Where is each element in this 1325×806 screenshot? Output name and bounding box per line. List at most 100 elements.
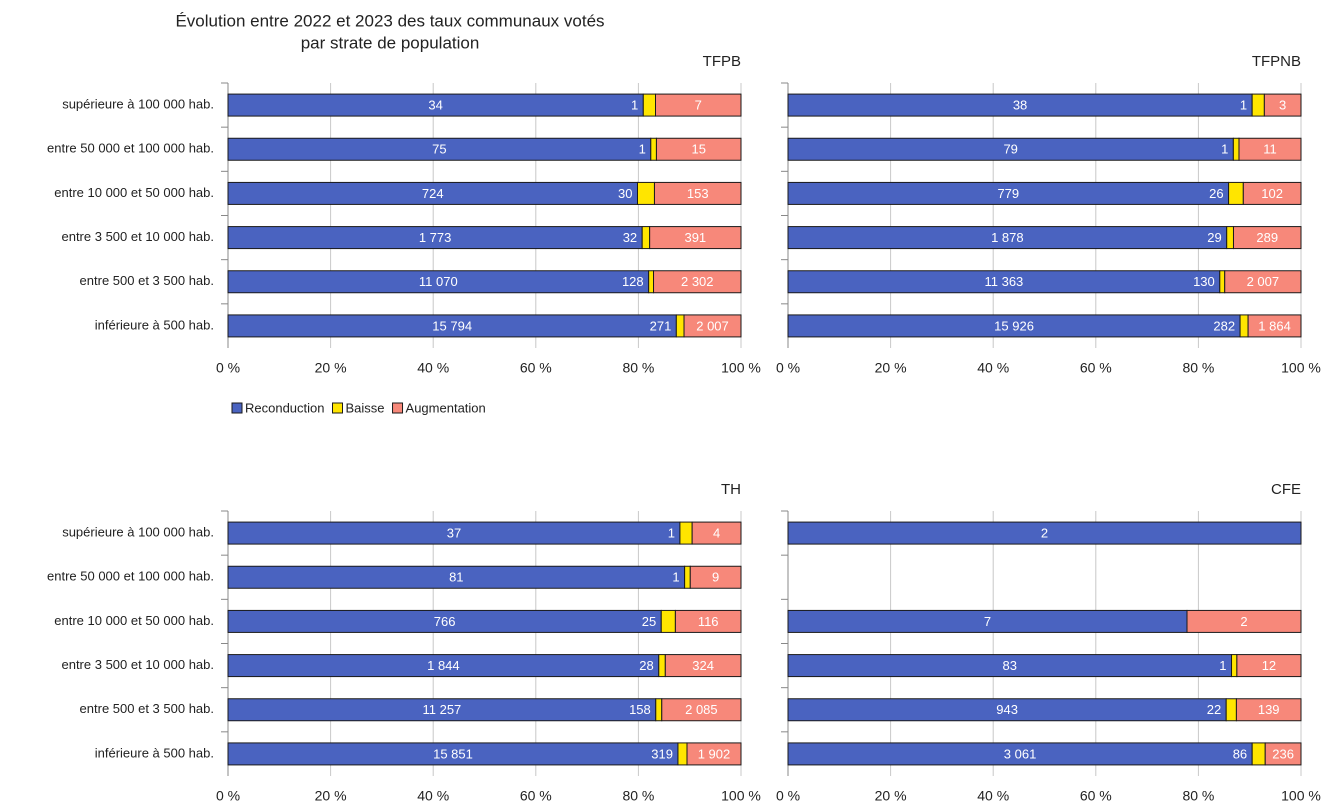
- data-label: 2: [1041, 526, 1048, 541]
- bar-segment: [689, 565, 742, 589]
- y-tick-label: entre 50 000 et 100 000 hab.: [47, 141, 214, 156]
- y-tick-label: inférieure à 500 hab.: [95, 745, 214, 760]
- data-label: 158: [629, 702, 651, 717]
- x-tick-label: 40 %: [977, 788, 1009, 804]
- y-tick-label: entre 50 000 et 100 000 hab.: [47, 569, 214, 584]
- data-label: 79: [1003, 142, 1017, 157]
- data-label: 2: [1240, 614, 1247, 629]
- chart-title: par strate de population: [301, 33, 480, 52]
- data-label: 1: [1219, 658, 1226, 673]
- y-tick-label: entre 500 et 3 500 hab.: [80, 701, 214, 716]
- y-tick-label: supérieure à 100 000 hab.: [62, 525, 214, 540]
- bar-segment: [664, 654, 742, 678]
- x-tick-label: 80 %: [1182, 360, 1214, 376]
- data-label: 282: [1213, 318, 1235, 333]
- bar-segment: [1236, 654, 1302, 678]
- data-label: 4: [713, 526, 720, 541]
- data-label: 2 302: [681, 274, 714, 289]
- bar-segment: [1242, 181, 1302, 205]
- data-label: 9: [712, 570, 719, 585]
- bar-segment: [1251, 93, 1265, 117]
- bar-segment: [1186, 609, 1302, 633]
- panel-title: TFPB: [703, 53, 741, 70]
- bar-segment: [661, 698, 742, 722]
- x-tick-label: 0 %: [216, 360, 240, 376]
- data-label: 12: [1262, 658, 1276, 673]
- data-label: 26: [1209, 186, 1223, 201]
- data-label: 2 085: [685, 702, 718, 717]
- data-label: 289: [1256, 230, 1278, 245]
- panel-title: CFE: [1271, 481, 1301, 498]
- data-label: 1: [672, 570, 679, 585]
- bar-segment: [1238, 137, 1302, 161]
- bar-segment: [1232, 137, 1240, 161]
- y-tick-label: entre 500 et 3 500 hab.: [80, 273, 214, 288]
- legend-swatch: [231, 402, 243, 414]
- bar-segment: [1235, 698, 1302, 722]
- data-label: 1: [639, 142, 646, 157]
- data-label: 3: [1279, 98, 1286, 113]
- x-tick-label: 0 %: [776, 788, 800, 804]
- x-tick-label: 100 %: [721, 360, 761, 376]
- data-label: 15 926: [994, 318, 1034, 333]
- x-tick-label: 40 %: [977, 360, 1009, 376]
- data-label: 324: [692, 658, 714, 673]
- data-label: 38: [1013, 98, 1027, 113]
- legend-label: Baisse: [346, 400, 385, 415]
- data-label: 1: [1221, 142, 1228, 157]
- bar-segment: [1228, 181, 1244, 205]
- bar-segment: [660, 609, 676, 633]
- legend-swatch: [332, 402, 343, 414]
- bar-segment: [636, 181, 655, 205]
- panel-title: TFPNB: [1252, 53, 1301, 70]
- data-label: 22: [1207, 702, 1221, 717]
- data-label: 116: [698, 614, 719, 629]
- data-label: 943: [996, 702, 1018, 717]
- chart-title: Évolution entre 2022 et 2023 des taux co…: [175, 11, 604, 30]
- data-label: 86: [1233, 746, 1247, 761]
- bar-segment: [1231, 654, 1238, 678]
- bar-segment: [655, 137, 742, 161]
- data-label: 1 864: [1258, 318, 1291, 333]
- data-label: 391: [684, 230, 706, 245]
- data-label: 7: [695, 98, 702, 113]
- y-tick-label: supérieure à 100 000 hab.: [62, 97, 214, 112]
- data-label: 81: [449, 570, 463, 585]
- panel-title: TH: [721, 481, 741, 498]
- x-tick-label: 20 %: [875, 360, 907, 376]
- bar-segment: [1225, 698, 1237, 722]
- data-label: 128: [622, 274, 644, 289]
- x-tick-label: 20 %: [315, 360, 347, 376]
- y-tick-label: inférieure à 500 hab.: [95, 317, 214, 332]
- data-label: 75: [432, 142, 446, 157]
- x-tick-label: 60 %: [520, 360, 552, 376]
- data-label: 724: [422, 186, 444, 201]
- data-label: 11 257: [422, 702, 461, 717]
- data-label: 130: [1193, 274, 1215, 289]
- data-label: 1 773: [419, 230, 452, 245]
- bar-segment: [649, 226, 742, 250]
- bar-segment: [674, 609, 742, 633]
- data-label: 1 878: [991, 230, 1024, 245]
- bar-segment: [683, 314, 742, 338]
- bar-segment: [691, 521, 742, 545]
- data-label: 29: [1207, 230, 1221, 245]
- bar-segment: [675, 314, 685, 338]
- bar-segment: [642, 93, 656, 117]
- data-label: 139: [1258, 702, 1280, 717]
- bar-segment: [655, 698, 663, 722]
- data-label: 1: [1240, 98, 1247, 113]
- x-tick-label: 60 %: [520, 788, 552, 804]
- data-label: 32: [623, 230, 637, 245]
- data-label: 28: [639, 658, 653, 673]
- data-label: 30: [618, 186, 632, 201]
- x-tick-label: 60 %: [1080, 788, 1112, 804]
- bar-segment: [686, 742, 742, 766]
- data-label: 15 851: [433, 746, 473, 761]
- data-label: 102: [1261, 186, 1283, 201]
- data-label: 3 061: [1004, 746, 1037, 761]
- bar-segment: [648, 270, 655, 294]
- data-label: 2 007: [1247, 274, 1280, 289]
- bar-segment: [653, 181, 742, 205]
